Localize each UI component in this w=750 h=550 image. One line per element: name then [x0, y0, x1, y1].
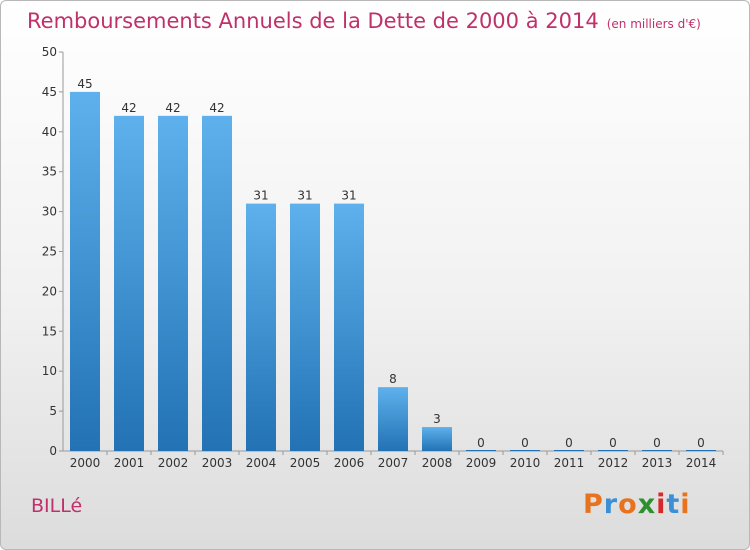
x-tick-label: 2011 — [554, 456, 585, 470]
logo-letter: i — [680, 489, 691, 520]
bar-value-label: 0 — [653, 436, 661, 450]
x-tick-label: 2002 — [158, 456, 189, 470]
chart-title: Remboursements Annuels de la Dette de 20… — [27, 9, 701, 33]
bar-value-label: 3 — [433, 412, 441, 426]
logo-letter: t — [666, 489, 681, 520]
x-tick-label: 2013 — [642, 456, 673, 470]
y-tick-label: 30 — [42, 205, 57, 219]
bar-value-label: 42 — [209, 101, 224, 115]
y-tick-label: 35 — [42, 165, 57, 179]
bar-value-label: 31 — [341, 189, 356, 203]
x-tick-label: 2005 — [290, 456, 321, 470]
bar — [290, 203, 320, 451]
logo-letter: P — [583, 489, 604, 520]
bar-value-label: 0 — [565, 436, 573, 450]
bar — [202, 115, 232, 451]
y-tick-label: 15 — [42, 324, 57, 338]
commune-name: BILLé — [31, 495, 83, 517]
bar-value-label: 0 — [609, 436, 617, 450]
x-tick-label: 2003 — [202, 456, 233, 470]
bar — [642, 450, 672, 451]
x-tick-label: 2009 — [466, 456, 497, 470]
y-tick-label: 45 — [42, 85, 57, 99]
bar — [598, 450, 628, 451]
title-unit: (en milliers d'€) — [606, 17, 701, 31]
bar-value-label: 45 — [77, 77, 92, 91]
bar — [422, 427, 452, 451]
bar-value-label: 8 — [389, 372, 397, 386]
bar — [334, 203, 364, 451]
bars — [70, 91, 716, 452]
bar — [510, 450, 540, 451]
y-tick-label: 25 — [42, 245, 57, 259]
bar — [246, 203, 276, 451]
bar — [70, 91, 100, 452]
bar-value-label: 31 — [297, 189, 312, 203]
logo-letter: o — [618, 489, 638, 520]
y-tick-label: 40 — [42, 125, 57, 139]
x-tick-label: 2008 — [422, 456, 453, 470]
bar-value-label: 31 — [253, 189, 268, 203]
x-tick-label: 2012 — [598, 456, 629, 470]
bar-value-label: 0 — [521, 436, 529, 450]
bar — [466, 450, 496, 451]
y-tick-label: 20 — [42, 284, 57, 298]
bar-value-label: 42 — [165, 101, 180, 115]
bar — [378, 387, 408, 451]
x-tick-label: 2010 — [510, 456, 541, 470]
logo-letter: r — [603, 489, 619, 520]
logo-letter: i — [656, 489, 667, 520]
bar-value-label: 0 — [477, 436, 485, 450]
x-tick-label: 2001 — [114, 456, 145, 470]
bar — [158, 115, 188, 451]
y-tick-label: 5 — [49, 404, 57, 418]
y-tick-label: 50 — [42, 45, 57, 59]
bar — [554, 450, 584, 451]
x-tick-label: 2004 — [246, 456, 277, 470]
bar — [114, 115, 144, 451]
y-tick-label: 10 — [42, 364, 57, 378]
x-tick-label: 2007 — [378, 456, 409, 470]
title-text: Remboursements Annuels de la Dette de 20… — [27, 9, 599, 33]
y-tick-label: 0 — [49, 444, 57, 458]
x-tick-label: 2000 — [70, 456, 101, 470]
bar-value-label: 0 — [697, 436, 705, 450]
x-tick-label: 2014 — [686, 456, 717, 470]
logo-letter: x — [637, 489, 657, 520]
x-tick-label: 2006 — [334, 456, 365, 470]
value-labels: 45 42 42 42 31 31 31 8 3 0 0 0 0 0 0 — [77, 77, 704, 450]
bar-value-label: 42 — [121, 101, 136, 115]
proxiti-logo: Proxiti — [583, 489, 691, 520]
bar — [686, 450, 716, 451]
